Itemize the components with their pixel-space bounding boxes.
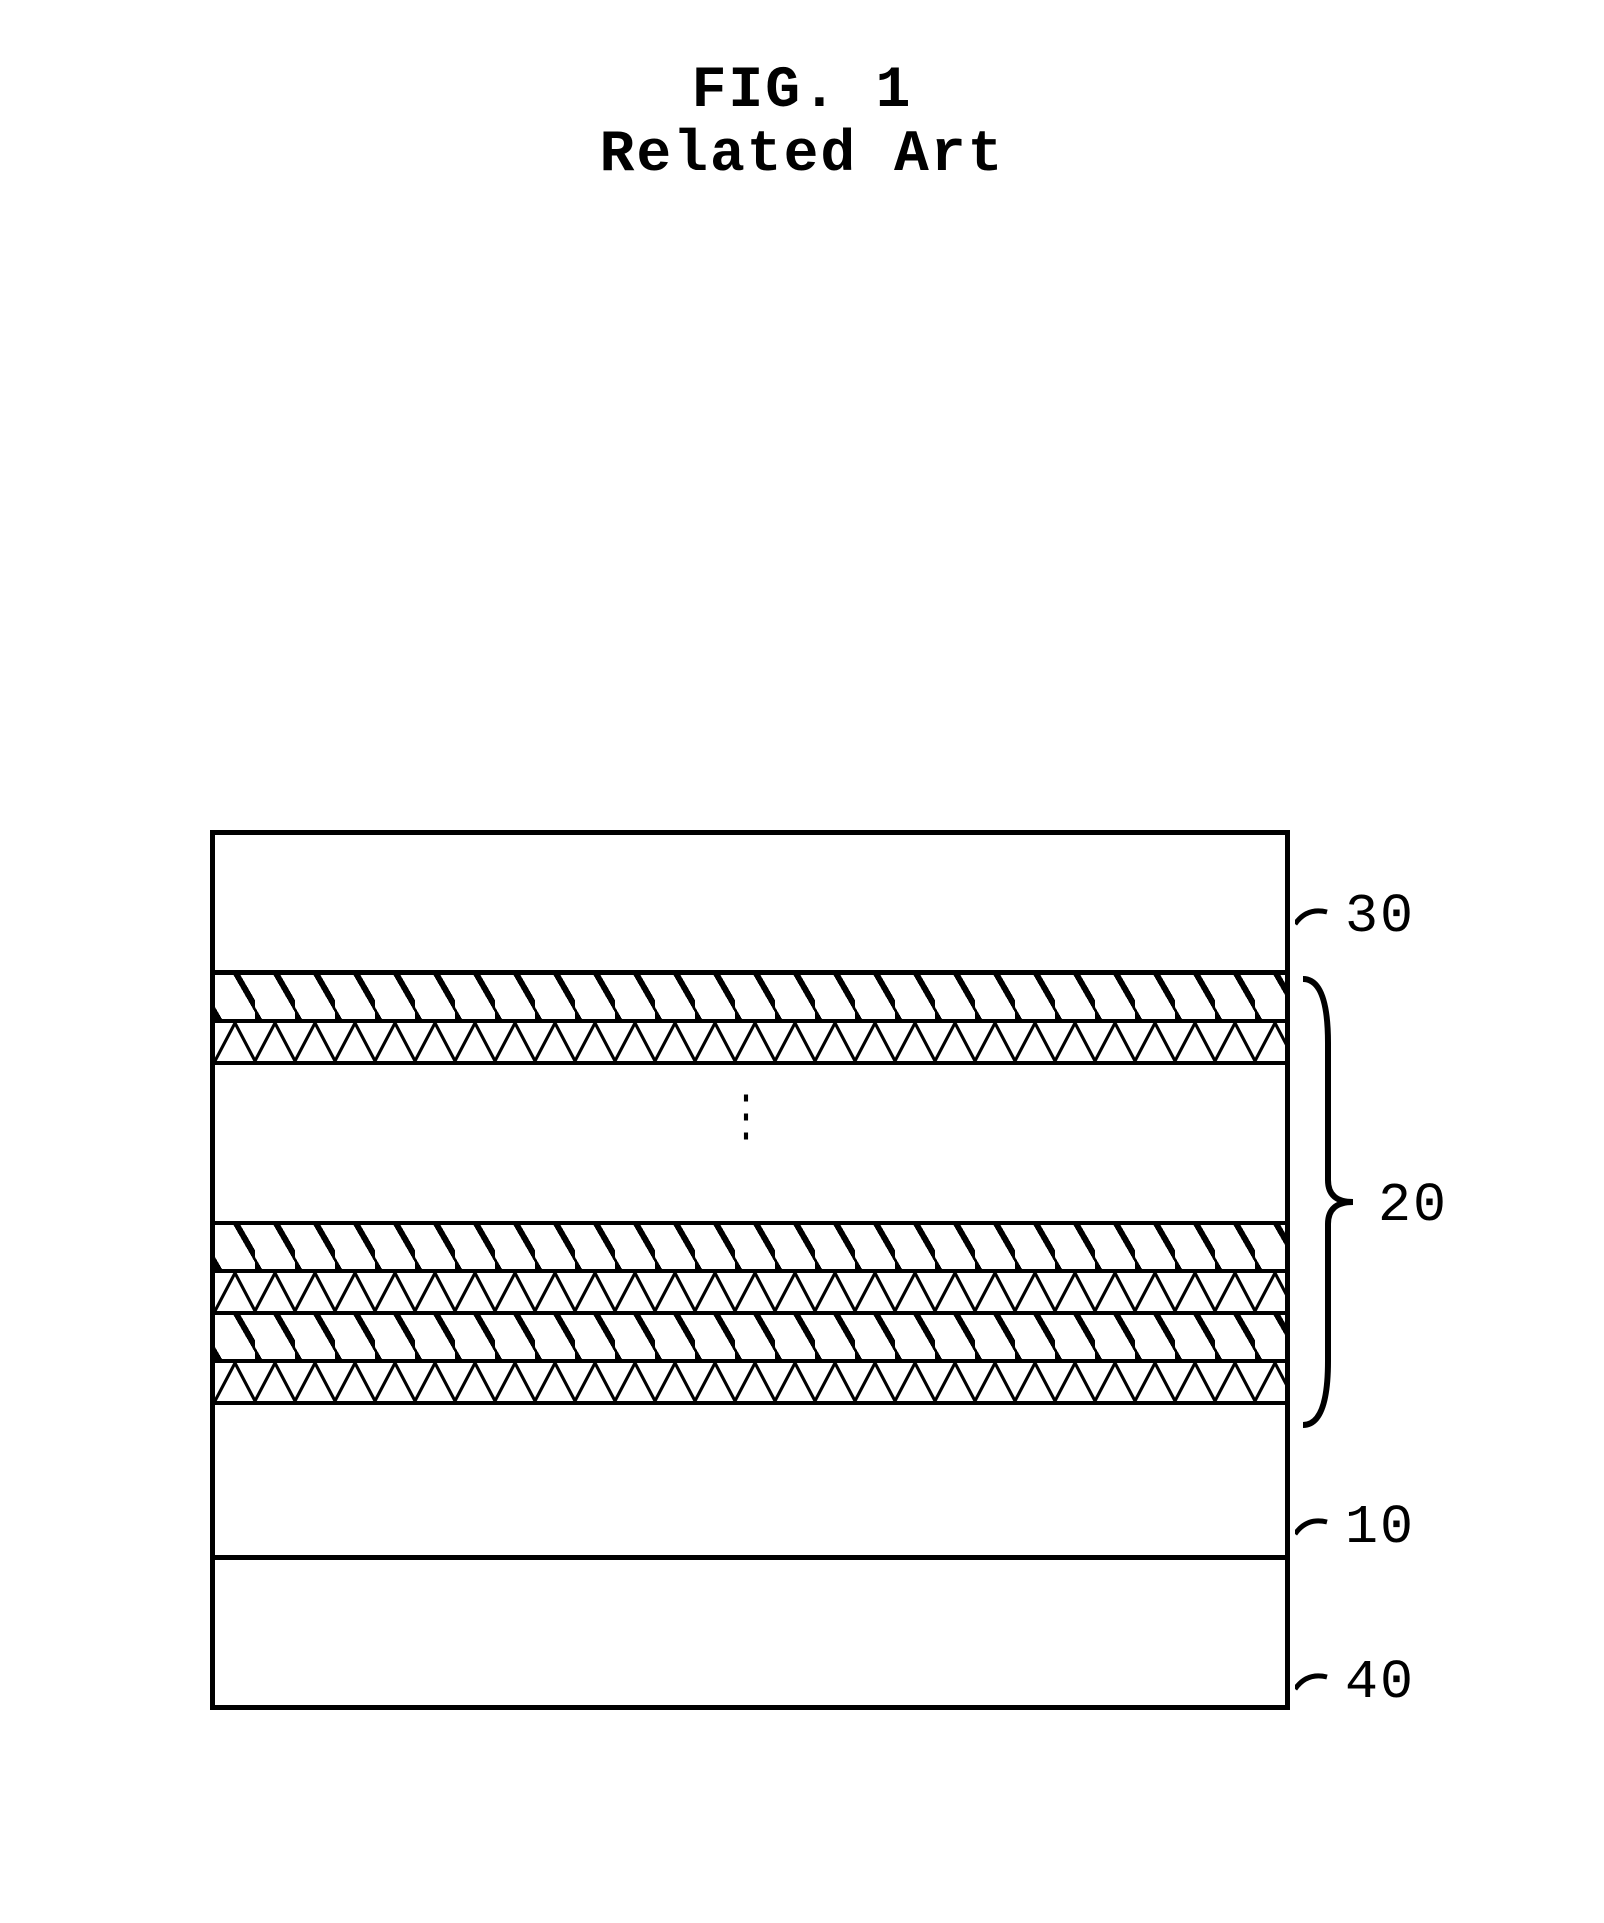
label-10-text: 10	[1345, 1496, 1415, 1559]
leader-tick-icon	[1295, 1512, 1335, 1542]
layer-3: ⋮	[215, 1065, 1285, 1225]
ellipsis-icon: ⋮	[726, 1114, 774, 1173]
leader-tick-icon	[1295, 1667, 1335, 1697]
figure-title: FIG. 1 Related Art	[0, 0, 1604, 188]
label-30: 30	[1295, 885, 1415, 948]
layer-1	[215, 975, 1285, 1023]
layer-diagram: ⋮ 30 20 10 40	[210, 830, 1290, 1710]
brace-20	[1298, 975, 1368, 1434]
label-20-text: 20	[1378, 1174, 1448, 1237]
layer-stack: ⋮	[210, 830, 1290, 1710]
layer-8	[215, 1405, 1285, 1560]
label-30-text: 30	[1345, 885, 1415, 948]
layer-7	[215, 1363, 1285, 1405]
figure-subtitle: Related Art	[0, 124, 1604, 188]
layer-4	[215, 1225, 1285, 1273]
layer-0	[215, 835, 1285, 975]
label-40-text: 40	[1345, 1651, 1415, 1714]
layer-9	[215, 1560, 1285, 1705]
brace-icon	[1298, 975, 1368, 1429]
figure-number: FIG. 1	[0, 60, 1604, 124]
layer-2	[215, 1023, 1285, 1065]
layer-5	[215, 1273, 1285, 1315]
label-20: 20	[1378, 1174, 1448, 1237]
label-10: 10	[1295, 1496, 1415, 1559]
label-10: 40	[1295, 1651, 1415, 1714]
leader-tick-icon	[1295, 902, 1335, 932]
layer-6	[215, 1315, 1285, 1363]
